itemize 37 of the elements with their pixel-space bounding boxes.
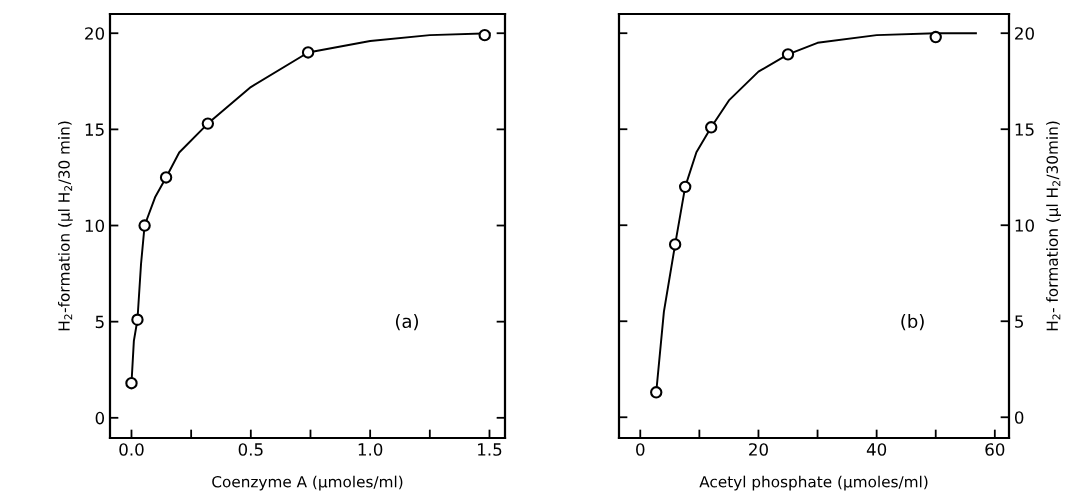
y-tick-label: 10 (85, 219, 105, 233)
x-tick-label: 40 (866, 443, 887, 456)
point (650, 386, 663, 399)
y-tick-label: 20 (85, 27, 105, 40)
x-axis-title: Coenzyme A (μmoles/ml) (212, 475, 403, 491)
x-tick-label: 0.0 (119, 443, 144, 456)
x-axis-title: Acetyl phosphate (μmoles/ml) (699, 475, 928, 491)
x-tick-label: 1.0 (358, 443, 383, 456)
point (159, 171, 173, 184)
y-tick-label: 0 (95, 411, 105, 425)
x-tick-label: 20 (749, 443, 768, 456)
point (201, 117, 215, 130)
y2-tick-label: 20 (1015, 27, 1034, 40)
x-tick-label: 60 (985, 443, 1005, 456)
annotation: (b) (901, 314, 924, 331)
point (781, 48, 795, 61)
point (301, 46, 315, 59)
point (668, 238, 682, 251)
y-tick-label: 5 (95, 315, 104, 329)
y2-tick-label: 0 (1014, 411, 1024, 424)
x-tick-label: 0 (636, 443, 645, 456)
point (138, 219, 151, 232)
point (131, 313, 144, 326)
annotation: (a) (395, 314, 418, 331)
y2-axis-title: H$_{2}$- formation (μl H$_{2}$/30min) (1046, 121, 1061, 331)
point (478, 28, 491, 42)
point (125, 377, 138, 390)
y2-tick-label: 10 (1015, 219, 1034, 232)
y-tick-label: 15 (85, 123, 104, 136)
x-tick-label: 0.5 (238, 443, 263, 456)
y-axis-title: H$_{2}$-formation (μl H$_{2}$/30 min) (58, 121, 73, 331)
point (704, 121, 718, 134)
point (929, 30, 942, 44)
x-tick-label: 1.5 (478, 443, 502, 456)
y2-tick-label: 15 (1015, 123, 1034, 136)
y2-tick-label: 5 (1015, 315, 1024, 328)
point (678, 180, 692, 194)
